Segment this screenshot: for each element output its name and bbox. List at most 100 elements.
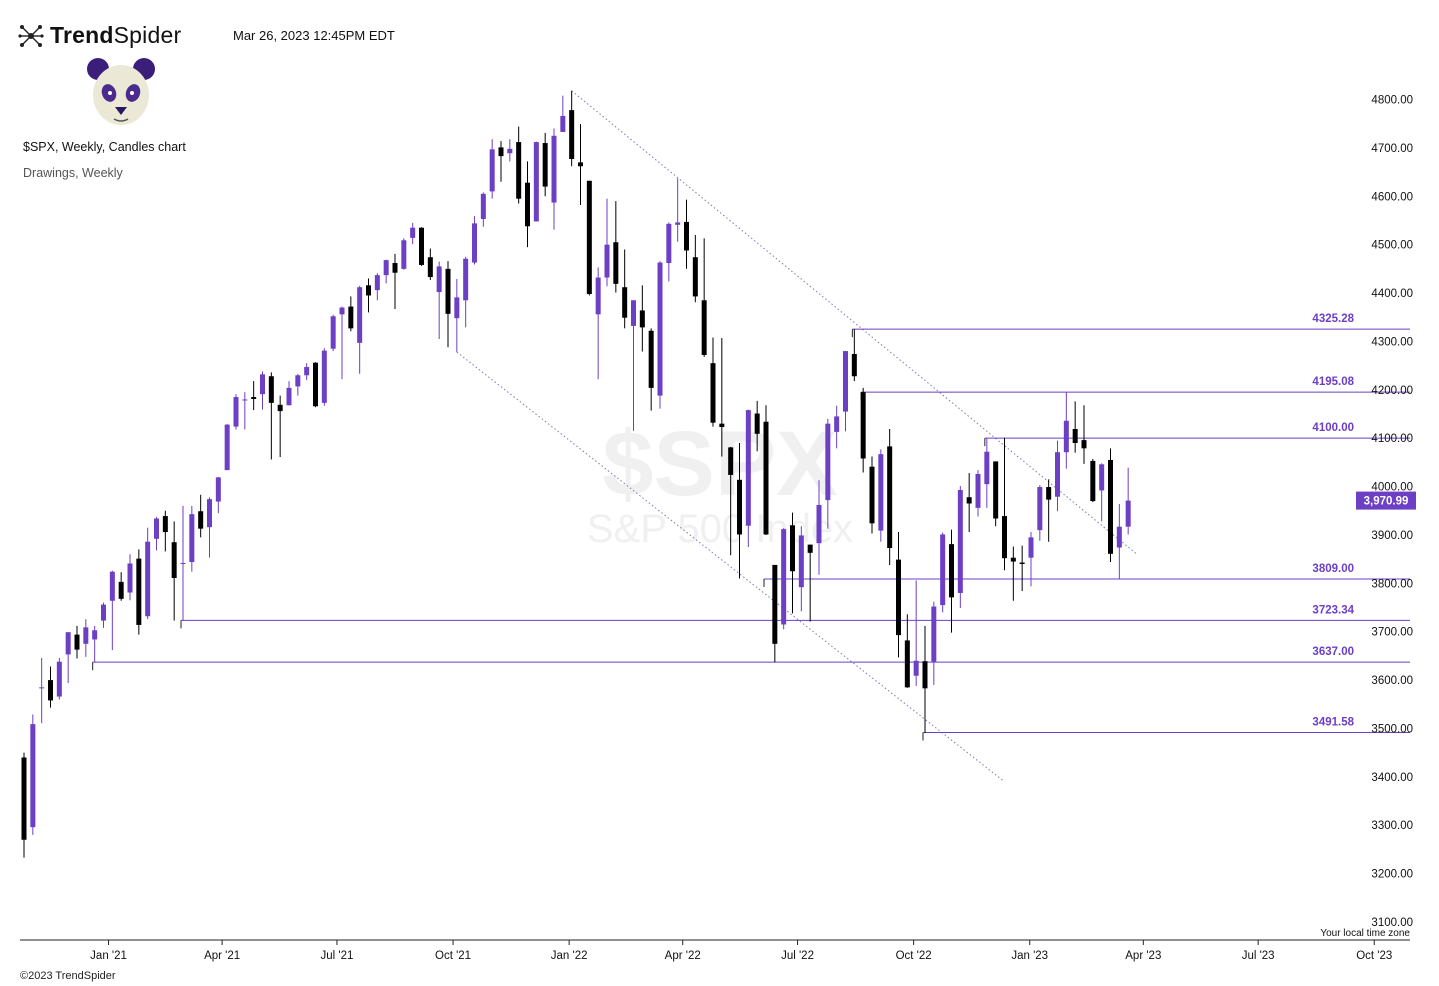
y-tick-label-12: 3600.00	[1371, 675, 1413, 687]
candle-body-38	[357, 287, 363, 343]
candle-body-120	[1081, 440, 1087, 449]
last-price-label: 3,970.99	[1364, 496, 1409, 508]
y-tick-label-4: 4400.00	[1371, 288, 1413, 300]
last-price-badge	[1356, 491, 1416, 510]
level-label-6: 3491.58	[1312, 717, 1354, 729]
candle-body-68	[622, 287, 628, 318]
candle-body-12	[127, 563, 133, 593]
brand-name-regular: Spider	[113, 22, 182, 48]
candle-body-49	[454, 297, 460, 319]
candle-body-65	[595, 277, 601, 315]
candle-body-18	[180, 563, 186, 565]
candle-body-124	[1116, 526, 1122, 548]
candle-body-0	[21, 757, 27, 840]
candle-body-44	[410, 227, 416, 238]
candle-body-46	[427, 257, 433, 278]
candle-body-16	[162, 516, 168, 533]
drawings-label: Drawings, Weekly	[23, 166, 123, 180]
x-tick-label-7: Oct '22	[896, 950, 932, 962]
candle-body-83	[754, 413, 760, 434]
candle-body-6	[74, 634, 80, 650]
candle-body-25	[242, 399, 248, 401]
y-tick-label-2: 4600.00	[1371, 191, 1413, 203]
candle-body-37	[348, 306, 354, 329]
candle-body-76	[692, 257, 698, 297]
candle-body-8	[92, 630, 98, 640]
panda-avatar-icon	[87, 58, 155, 125]
y-tick-label-1: 4700.00	[1371, 143, 1413, 155]
candle-body-34	[321, 350, 327, 403]
candle-body-99	[896, 559, 901, 636]
candle-body-70	[639, 310, 645, 328]
candle-body-51	[472, 223, 477, 263]
trendline-0	[571, 90, 1138, 555]
candle-body-61	[560, 115, 566, 132]
y-tick-label-0: 4800.00	[1371, 95, 1413, 107]
y-tick-label-15: 3300.00	[1371, 820, 1413, 832]
y-tick-label-16: 3200.00	[1371, 869, 1413, 881]
candle-body-101	[913, 660, 919, 676]
candle-body-110	[993, 461, 999, 519]
y-tick-label-13: 3500.00	[1371, 723, 1413, 735]
candle-body-26	[251, 397, 257, 399]
candle-body-40	[374, 275, 380, 291]
candle-body-59	[542, 143, 548, 187]
candle-body-52	[480, 193, 486, 220]
candle-body-41	[383, 260, 389, 276]
candle-body-28	[268, 376, 274, 403]
candle-body-100	[904, 640, 910, 688]
candle-body-39	[366, 285, 371, 296]
candle-body-57	[525, 182, 530, 227]
candle-body-91	[825, 423, 831, 501]
candle-body-114	[1028, 537, 1034, 558]
candle-body-66	[604, 244, 610, 278]
candle-body-1	[30, 724, 36, 828]
candle-body-82	[745, 410, 751, 526]
candle-body-9	[101, 604, 106, 621]
x-tick-label-1: Apr '21	[204, 950, 240, 962]
y-tick-label-11: 3700.00	[1371, 627, 1413, 639]
candle-body-105	[949, 544, 954, 598]
candle-body-81	[737, 479, 742, 535]
candle-body-93	[843, 351, 848, 412]
candle-body-21	[207, 499, 212, 528]
candle-body-63	[578, 162, 583, 167]
candle-body-45	[419, 227, 424, 265]
y-tick-label-3: 4500.00	[1371, 240, 1413, 252]
candle-body-5	[65, 632, 71, 655]
candle-body-53	[489, 149, 495, 192]
candle-body-11	[118, 581, 124, 599]
candle-body-102	[922, 661, 928, 689]
candle-body-10	[109, 571, 115, 601]
x-tick-label-0: Jan '21	[90, 950, 127, 962]
y-tick-label-7: 4100.00	[1371, 433, 1413, 445]
candle-body-107	[966, 497, 972, 504]
copyright-footer: ©2023 TrendSpider	[20, 970, 116, 982]
candle-body-33	[313, 362, 318, 407]
candle-body-96	[869, 466, 875, 524]
level-label-4: 3723.34	[1312, 604, 1354, 616]
x-tick-label-11: Oct '23	[1356, 950, 1392, 962]
candle-body-77	[701, 300, 707, 355]
candle-body-50	[463, 258, 469, 301]
brand-logo: TrendSpider	[18, 22, 181, 49]
candle-body-90	[816, 504, 822, 544]
candle-body-74	[675, 222, 681, 225]
candle-body-27	[260, 374, 265, 395]
candle-body-97	[878, 454, 884, 531]
candle-body-32	[304, 367, 310, 376]
candle-body-84	[763, 421, 769, 535]
candle-body-56	[516, 142, 522, 199]
x-tick-label-3: Oct '21	[435, 950, 471, 962]
candle-body-29	[277, 404, 283, 412]
candle-body-94	[851, 353, 857, 377]
watermark-symbol: $SPX	[602, 413, 837, 515]
x-tick-label-10: Jul '23	[1242, 950, 1275, 962]
x-tick-label-9: Apr '23	[1125, 950, 1161, 962]
candle-body-64	[586, 180, 592, 294]
candle-body-116	[1046, 487, 1052, 500]
candle-body-13	[136, 558, 142, 625]
candle-body-69	[631, 300, 636, 326]
candle-body-125	[1125, 500, 1131, 527]
